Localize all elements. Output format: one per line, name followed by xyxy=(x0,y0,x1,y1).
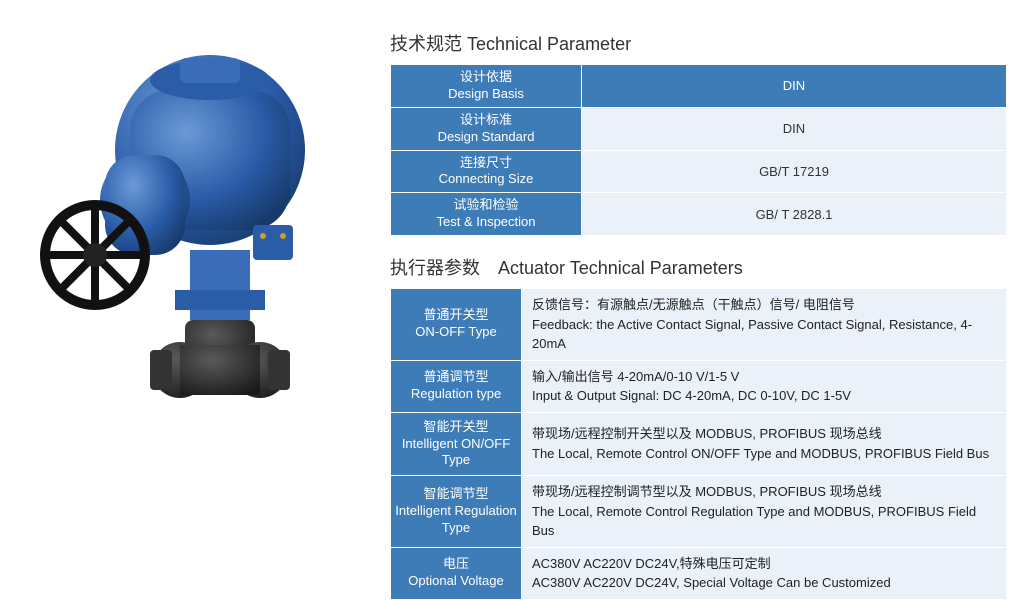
tech-table: 设计依据 Design Basis DIN 设计标准 Design Standa… xyxy=(390,64,1007,236)
label-cn: 智能开关型 xyxy=(395,419,517,436)
specs-column: 技术规范 Technical Parameter 设计依据 Design Bas… xyxy=(390,0,1027,566)
tech-label: 试验和检验 Test & Inspection xyxy=(391,193,581,235)
tech-label: 连接尺寸 Connecting Size xyxy=(391,151,581,193)
label-en: Design Basis xyxy=(397,86,575,103)
act-value: AC380V AC220V DC24V,特殊电压可定制 AC380V AC220… xyxy=(522,548,1006,599)
value-en: AC380V AC220V DC24V, Special Voltage Can… xyxy=(532,573,996,593)
label-en: Test & Inspection xyxy=(397,214,575,231)
label-en: Regulation type xyxy=(395,386,517,403)
tech-value: GB/ T 2828.1 xyxy=(582,193,1006,235)
tech-label: 设计标准 Design Standard xyxy=(391,108,581,150)
value-cn: 反馈信号：有源触点/无源触点（干触点）信号/ 电阻信号 xyxy=(532,295,996,315)
label-cn: 设计标准 xyxy=(397,112,575,129)
act-value: 反馈信号：有源触点/无源触点（干触点）信号/ 电阻信号 Feedback: th… xyxy=(522,289,1006,360)
value-cn: 输入/输出信号 4-20mA/0-10 V/1-5 V xyxy=(532,367,996,387)
tech-label: 设计依据 Design Basis xyxy=(391,65,581,107)
value-en: Input & Output Signal: DC 4-20mA, DC 0-1… xyxy=(532,386,996,406)
label-cn: 试验和检验 xyxy=(397,197,575,214)
label-cn: 设计依据 xyxy=(397,69,575,86)
table-row: 电压 Optional Voltage AC380V AC220V DC24V,… xyxy=(391,548,1006,599)
label-en: Connecting Size xyxy=(397,171,575,188)
value-cn: 带现场/远程控制开关型以及 MODBUS, PROFIBUS 现场总线 xyxy=(532,424,996,444)
table-row: 设计标准 Design Standard DIN xyxy=(391,108,1006,150)
act-value: 输入/输出信号 4-20mA/0-10 V/1-5 V Input & Outp… xyxy=(522,361,1006,412)
product-image xyxy=(35,30,355,430)
value-cn: AC380V AC220V DC24V,特殊电压可定制 xyxy=(532,554,996,574)
label-cn: 电压 xyxy=(395,556,517,573)
label-cn: 普通调节型 xyxy=(395,369,517,386)
actuator-title: 执行器参数 Actuator Technical Parameters xyxy=(390,254,1007,280)
tech-value: DIN xyxy=(582,65,1006,107)
table-row: 普通调节型 Regulation type 输入/输出信号 4-20mA/0-1… xyxy=(391,361,1006,412)
table-row: 连接尺寸 Connecting Size GB/T 17219 xyxy=(391,151,1006,193)
tech-title: 技术规范 Technical Parameter xyxy=(390,30,1007,56)
label-en: Intelligent ON/OFF Type xyxy=(395,436,517,470)
act-label: 智能开关型 Intelligent ON/OFF Type xyxy=(391,413,521,476)
act-label: 普通调节型 Regulation type xyxy=(391,361,521,412)
actuator-table: 普通开关型 ON-OFF Type 反馈信号：有源触点/无源触点（干触点）信号/… xyxy=(390,288,1007,600)
act-value: 带现场/远程控制调节型以及 MODBUS, PROFIBUS 现场总线 The … xyxy=(522,476,1006,547)
act-label: 智能调节型 Intelligent Regulation Type xyxy=(391,476,521,547)
label-en: Intelligent Regulation Type xyxy=(395,503,517,537)
label-en: Design Standard xyxy=(397,129,575,146)
table-row: 普通开关型 ON-OFF Type 反馈信号：有源触点/无源触点（干触点）信号/… xyxy=(391,289,1006,360)
product-image-column xyxy=(0,0,390,566)
label-en: Optional Voltage xyxy=(395,573,517,590)
table-row: 智能调节型 Intelligent Regulation Type 带现场/远程… xyxy=(391,476,1006,547)
act-label: 电压 Optional Voltage xyxy=(391,548,521,599)
value-en: The Local, Remote Control ON/OFF Type an… xyxy=(532,444,996,464)
table-row: 试验和检验 Test & Inspection GB/ T 2828.1 xyxy=(391,193,1006,235)
label-cn: 普通开关型 xyxy=(395,307,517,324)
table-row: 设计依据 Design Basis DIN xyxy=(391,65,1006,107)
value-en: The Local, Remote Control Regulation Typ… xyxy=(532,502,996,541)
table-row: 智能开关型 Intelligent ON/OFF Type 带现场/远程控制开关… xyxy=(391,413,1006,476)
act-label: 普通开关型 ON-OFF Type xyxy=(391,289,521,360)
label-cn: 智能调节型 xyxy=(395,486,517,503)
label-cn: 连接尺寸 xyxy=(397,155,575,172)
label-en: ON-OFF Type xyxy=(395,324,517,341)
tech-value: DIN xyxy=(582,108,1006,150)
value-en: Feedback: the Active Contact Signal, Pas… xyxy=(532,315,996,354)
act-value: 带现场/远程控制开关型以及 MODBUS, PROFIBUS 现场总线 The … xyxy=(522,413,1006,476)
value-cn: 带现场/远程控制调节型以及 MODBUS, PROFIBUS 现场总线 xyxy=(532,482,996,502)
tech-value: GB/T 17219 xyxy=(582,151,1006,193)
